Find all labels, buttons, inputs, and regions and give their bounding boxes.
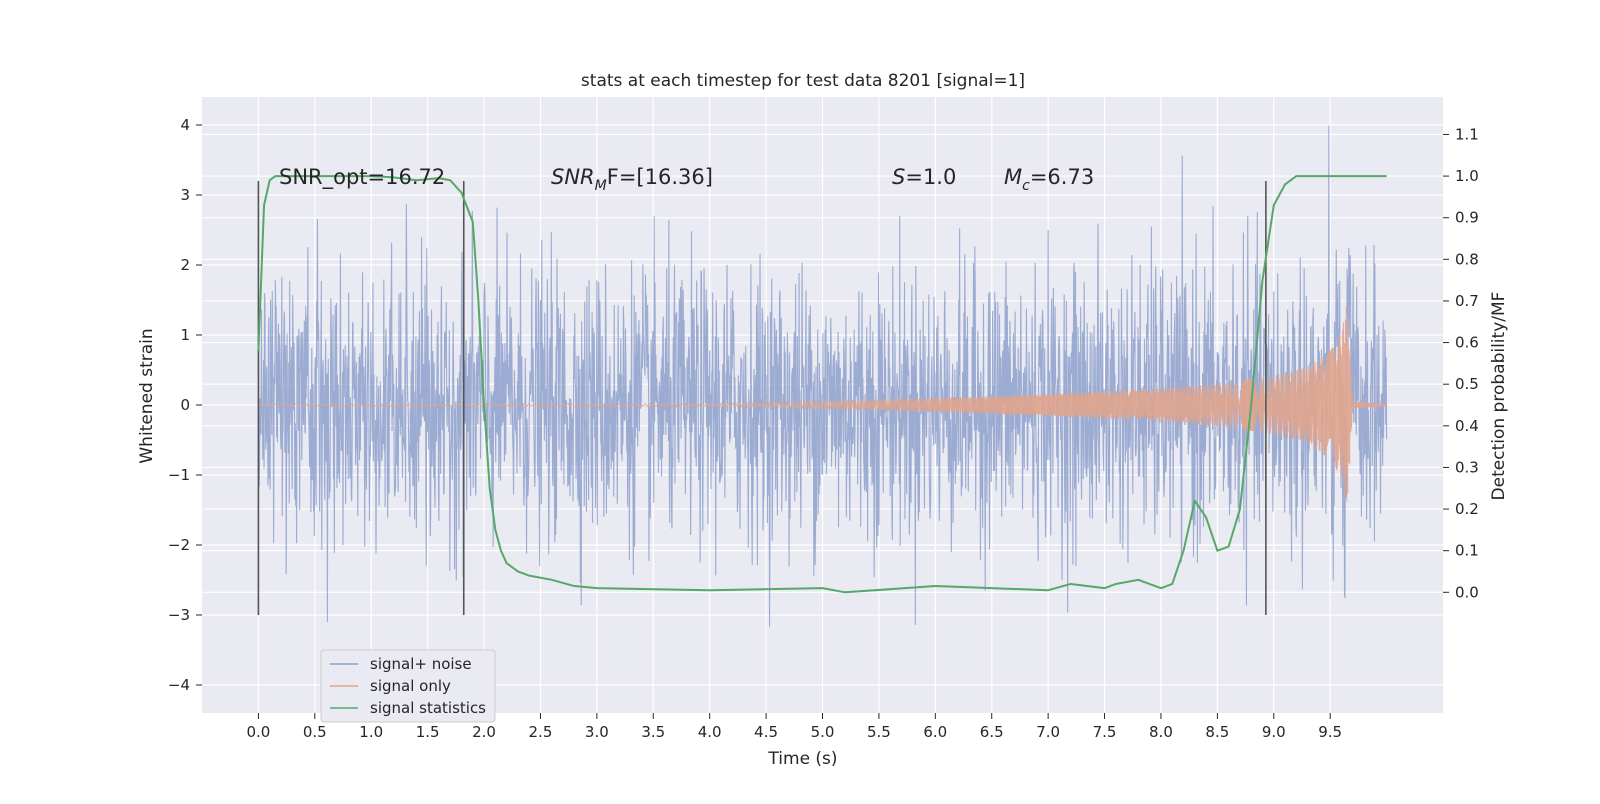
chart-title: stats at each timestep for test data 820… (581, 71, 1025, 91)
y-tick-label: 3 (180, 186, 190, 204)
right-y-tick-label: 0.2 (1455, 500, 1479, 518)
x-tick-label: 1.5 (416, 723, 440, 741)
y-tick-label: −1 (168, 466, 190, 484)
y-tick-label: −3 (168, 606, 190, 624)
right-y-tick-label: 0.8 (1455, 250, 1479, 268)
line-signal-statistics (257, 175, 1387, 594)
mc-value: =6.73 (1030, 165, 1094, 189)
right-y-tick-label: 0.4 (1455, 417, 1479, 435)
x-tick-label: 8.0 (1149, 723, 1173, 741)
legend-box (320, 649, 496, 723)
x-tick-label: 2.5 (529, 723, 553, 741)
y-tick-label: 1 (180, 326, 190, 344)
x-tick-label: 4.5 (754, 723, 778, 741)
x-tick-label: 7.0 (1036, 723, 1060, 741)
series-signal-only (258, 307, 1388, 502)
x-tick-label: 9.0 (1262, 723, 1286, 741)
x-tick-label: 2.0 (472, 723, 496, 741)
x-tick-label: 1.0 (359, 723, 383, 741)
annotation-mc: Mc=6.73 (1004, 165, 1094, 194)
y-tick-label: −2 (168, 536, 190, 554)
line-signal-only (258, 307, 1388, 502)
x-axis-label: Time (s) (767, 749, 837, 769)
y-tick-label: 2 (180, 256, 190, 274)
y-tick-label: −4 (168, 676, 190, 694)
x-tick-label: 5.0 (811, 723, 835, 741)
right-y-tick-label: 0.3 (1455, 458, 1479, 476)
series-signal-statistics (257, 175, 1387, 594)
snr-mf-value: F=[16.36] (607, 165, 713, 189)
right-y-tick-label: 0.5 (1455, 375, 1479, 393)
x-tick-label: 4.0 (698, 723, 722, 741)
right-y-tick-label: 0.7 (1455, 292, 1479, 310)
y-tick-label: 4 (180, 116, 190, 134)
annotation-snr-mf: SNRMF=[16.36] (551, 165, 713, 194)
y-tick-label: 0 (180, 396, 190, 414)
right-y-tick-label: 0.1 (1455, 542, 1479, 560)
snr-mf-prefix: SNR (551, 165, 595, 189)
x-tick-label: 3.5 (641, 723, 665, 741)
annotation-s: S=1.0 (892, 165, 956, 189)
x-tick-label: 5.5 (867, 723, 891, 741)
x-tick-label: 6.0 (923, 723, 947, 741)
x-tick-label: 6.5 (980, 723, 1004, 741)
right-y-tick-label: 0.0 (1455, 583, 1479, 601)
x-ticks: 0.0 0.5 1.0 1.5 2.0 2.5 3.0 3.5 4.0 4.5 5.0 5.5 6.0 6… (246, 713, 1342, 741)
x-tick-label: 0.5 (303, 723, 327, 741)
right-y-tick-label: 0.9 (1455, 209, 1479, 227)
right-y-tick-label: 1.1 (1455, 125, 1479, 143)
mc-label: M (1004, 165, 1022, 189)
s-value: =1.0 (905, 165, 956, 189)
right-y-ticks: 0.0 0.1 0.2 0.3 0.4 0.5 0.6 0.7 0.8 0.9 1.0 1.1 (1443, 125, 1479, 601)
y-axis-label: Whitened strain (137, 328, 157, 463)
x-tick-label: 3.0 (585, 723, 609, 741)
x-tick-label: 8.5 (1205, 723, 1229, 741)
annotation-snr-opt: SNR_opt=16.72 (279, 165, 445, 190)
x-tick-label: 7.5 (1093, 723, 1117, 741)
legend-label-signal-plus-noise: signal+ noise (370, 655, 472, 673)
mc-subscript: c (1022, 178, 1030, 194)
legend-label-signal-only: signal only (370, 677, 451, 695)
s-label: S (892, 165, 905, 189)
right-y-tick-label: 1.0 (1455, 167, 1479, 185)
snr-mf-subscript: M (595, 178, 607, 194)
x-tick-label: 9.5 (1318, 723, 1342, 741)
legend: signal+ noise signal only signal statist… (320, 649, 496, 723)
y-ticks: −4 −3 −2 −1 0 1 2 3 4 (168, 116, 202, 694)
right-y-axis-label: Detection probability/MF (1489, 292, 1509, 501)
right-y-tick-label: 0.6 (1455, 334, 1479, 352)
legend-label-signal-statistics: signal statistics (370, 699, 486, 717)
x-tick-label: 0.0 (246, 723, 270, 741)
